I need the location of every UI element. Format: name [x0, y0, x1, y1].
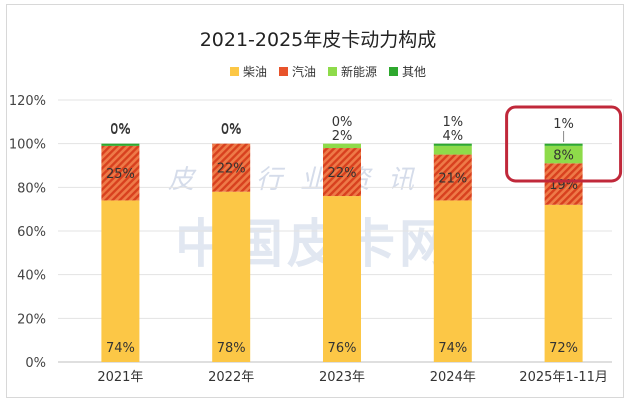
bar-汽油-4: [544, 163, 583, 205]
x-tick-label: 2025年1-11月: [519, 370, 608, 385]
bar-其他-3: [433, 143, 472, 146]
data-label-nev: 2%: [332, 129, 353, 144]
bar-新能源-3: [433, 145, 472, 155]
data-label-other: 1%: [442, 115, 463, 130]
y-tick-label: 80%: [17, 181, 46, 196]
data-label-other: 0%: [332, 115, 353, 130]
bar-其他-0: [101, 143, 140, 146]
legend-swatch: [328, 67, 337, 76]
legend-label: 汽油: [292, 64, 316, 79]
x-axis: 2021年 2022年 2023年 2024年 2025年1-11月: [97, 370, 608, 385]
data-label-nev: 0%: [221, 123, 242, 138]
chart-title: 2021-2025年皮卡动力构成: [200, 29, 437, 51]
legend-swatch: [389, 67, 398, 76]
legend-swatch: [230, 67, 239, 76]
data-label-top: 0%: [110, 122, 131, 137]
data-label-gasoline: 22%: [328, 166, 357, 181]
y-tick-label: 100%: [9, 138, 46, 153]
watermark-line1: 皮卡行业资讯: [168, 165, 432, 195]
bar-柴油-4: [544, 204, 583, 362]
bar-新能源-4: [544, 145, 583, 164]
x-tick-label: 2022年: [208, 370, 254, 385]
y-tick-label: 120%: [9, 94, 46, 109]
bar-柴油-3: [433, 200, 472, 362]
data-label-other: 1%: [553, 117, 574, 132]
data-label-gasoline: 25%: [106, 167, 135, 182]
legend-label: 新能源: [341, 64, 377, 79]
bar-柴油-2: [323, 196, 361, 362]
data-label-diesel: 72%: [549, 341, 578, 356]
data-label-diesel: 74%: [438, 341, 467, 356]
legend-label: 柴油: [243, 65, 267, 79]
chart-frame: [6, 4, 624, 398]
bar-其他-4: [544, 143, 583, 146]
bar-柴油-1: [212, 191, 251, 362]
legend: 柴油 汽油 新能源 其他: [230, 64, 426, 79]
data-label-diesel: 74%: [106, 341, 135, 356]
bars: [101, 143, 583, 362]
data-labels: 74%25%0%0%78%22%0%0%76%22%2%0%74%21%4%1%…: [106, 105, 623, 356]
y-tick-label: 20%: [17, 312, 46, 327]
data-label-nev: 0%: [110, 123, 131, 138]
y-tick-label: 0%: [25, 356, 46, 371]
bar-新能源-2: [323, 143, 361, 149]
data-label-nev: 4%: [442, 129, 463, 144]
bar-汽油-0: [101, 145, 140, 201]
data-label-diesel: 76%: [328, 341, 357, 356]
y-axis: 0% 20% 40% 60% 80% 100% 120%: [9, 94, 46, 371]
data-label-gasoline: 22%: [217, 162, 246, 177]
legend-swatch: [279, 67, 288, 76]
legend-label: 其他: [402, 65, 426, 79]
x-tick-label: 2021年: [97, 370, 143, 385]
y-tick-label: 60%: [17, 225, 46, 240]
data-label-diesel: 78%: [217, 341, 246, 356]
data-label-nev: 8%: [553, 149, 574, 164]
data-label-top: 0%: [221, 122, 242, 137]
data-label-gasoline: 21%: [438, 172, 467, 187]
x-tick-label: 2023年: [319, 370, 365, 385]
bar-汽油-1: [212, 143, 251, 192]
highlight-box: [505, 105, 623, 183]
bar-汽油-3: [433, 154, 472, 201]
bar-柴油-0: [101, 200, 140, 362]
y-tick-label: 40%: [17, 269, 46, 284]
bar-汽油-2: [323, 148, 361, 197]
x-tick-label: 2024年: [430, 370, 476, 385]
